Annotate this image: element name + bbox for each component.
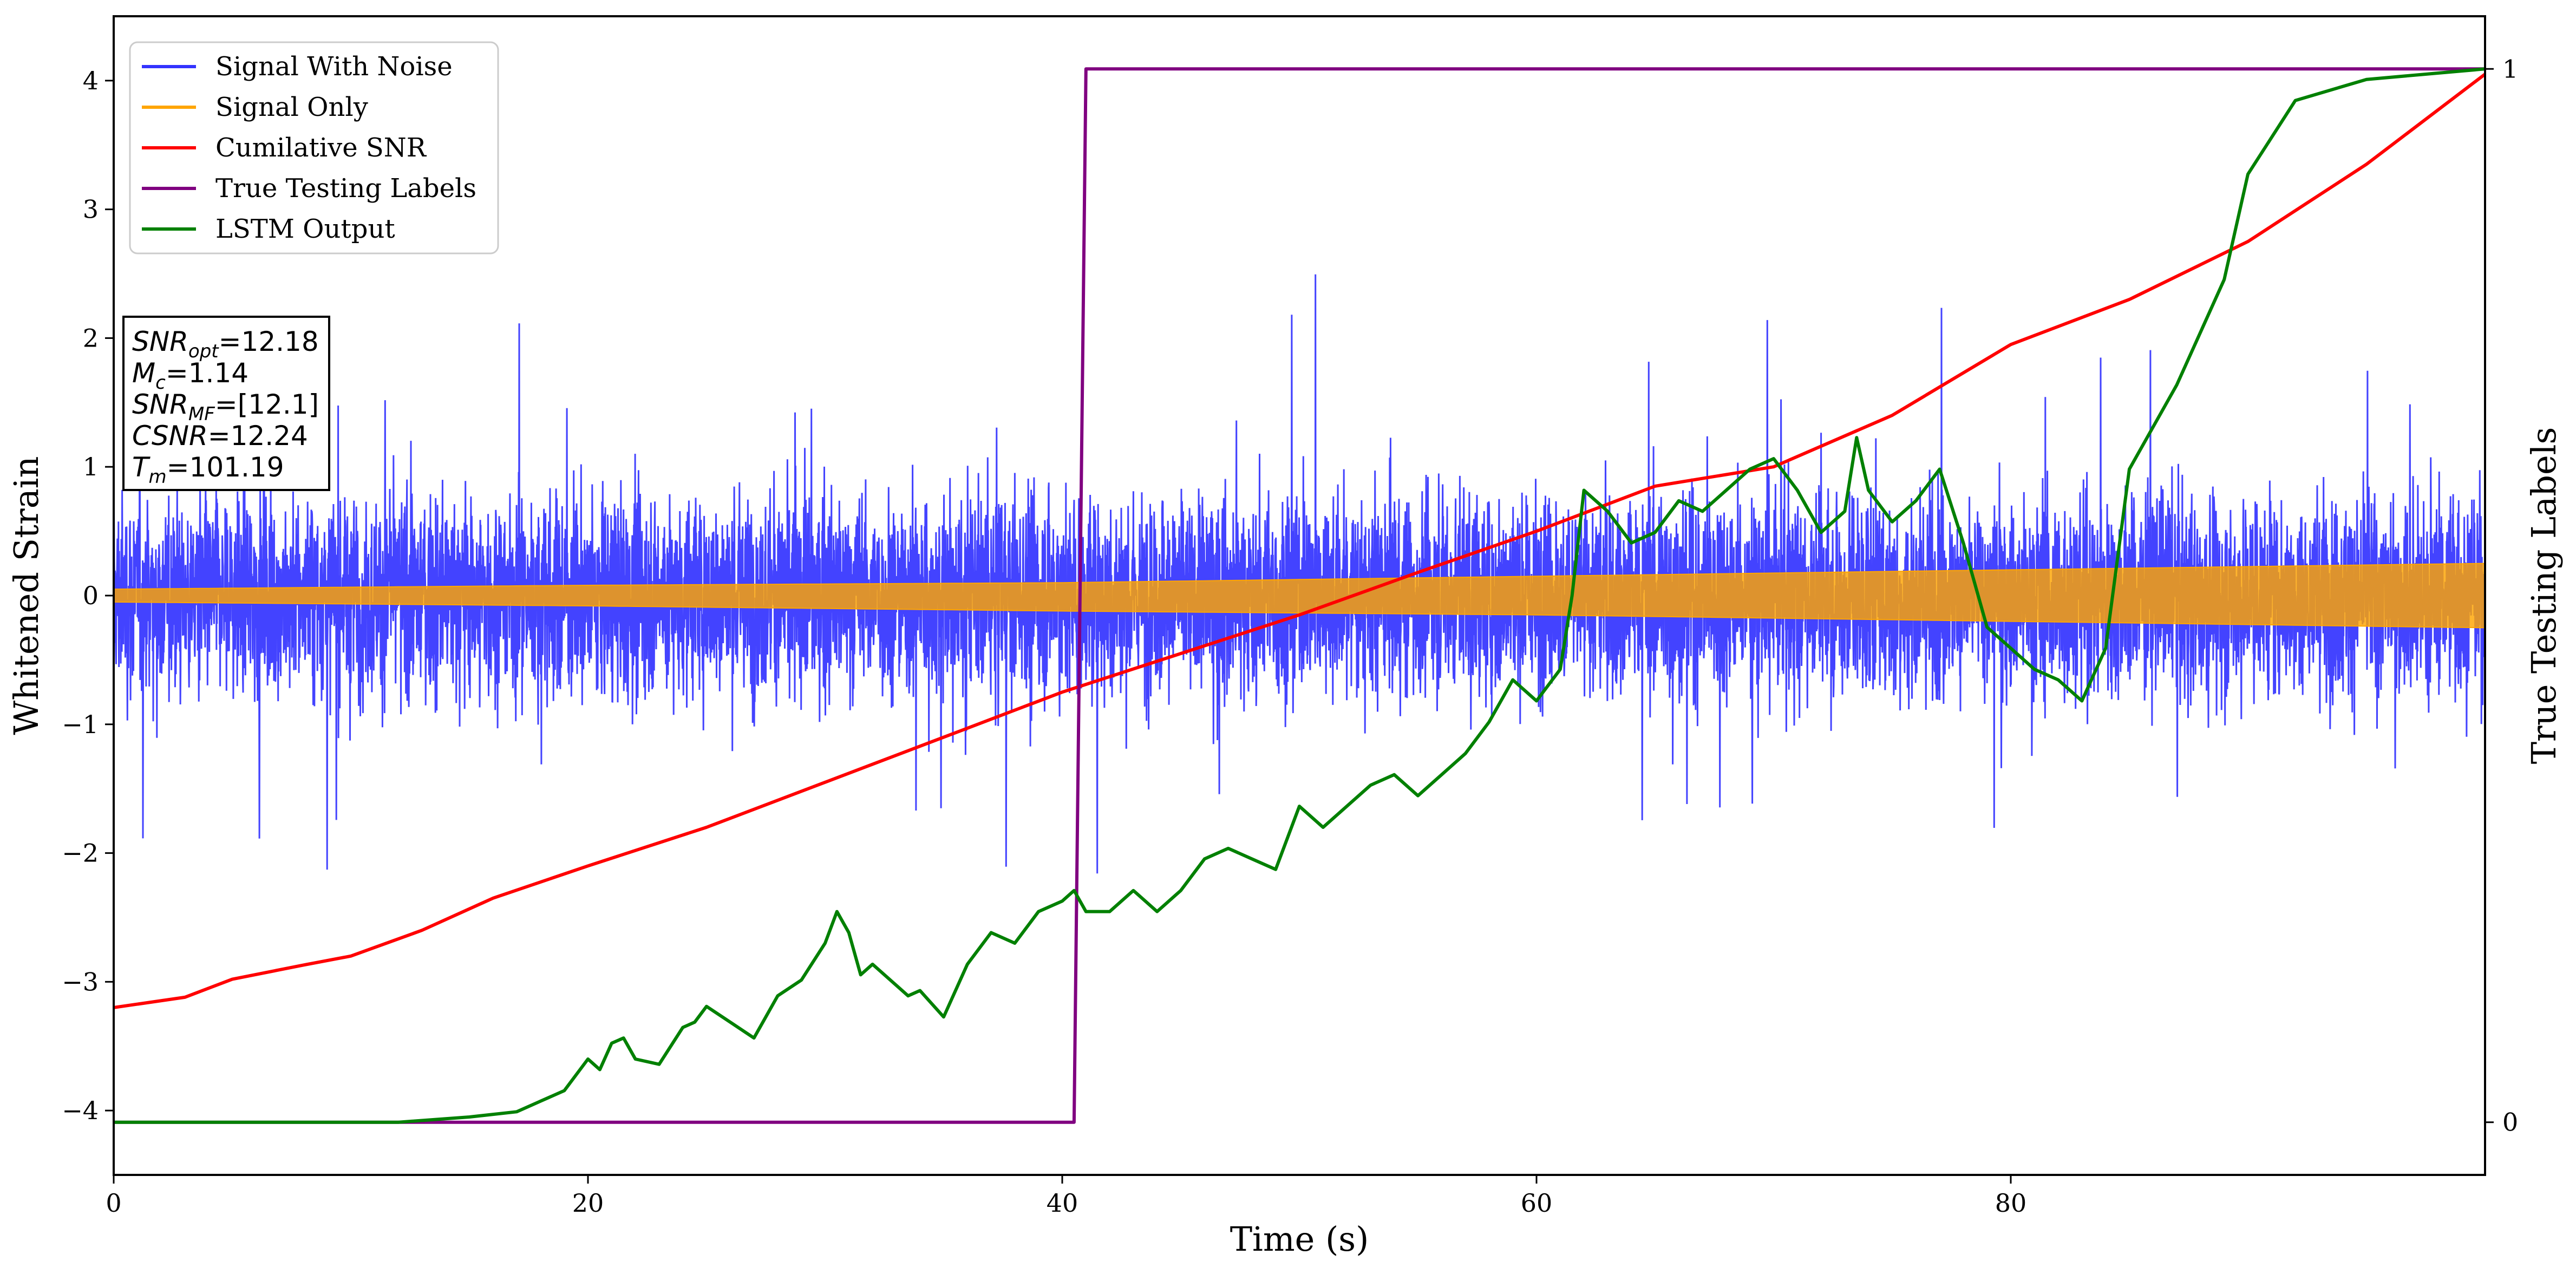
y-tick-label: −1 <box>62 710 99 739</box>
y-axis-ticks: −4 −3 −2 −1 0 1 2 3 4 <box>62 66 114 1125</box>
info-box-line: Mc=1.14 <box>132 357 249 394</box>
x-tick-label: 80 <box>1995 1188 2027 1218</box>
plot-area <box>114 67 2485 1124</box>
signal-with-noise-line <box>114 274 2485 874</box>
x-tick-label: 60 <box>1521 1188 1553 1218</box>
legend-label: LSTM Output <box>215 214 395 244</box>
legend-label: Signal Only <box>215 92 368 122</box>
info-box: SNRopt=12.18Mc=1.14SNRMF=[12.1]CSNR=12.2… <box>122 316 330 491</box>
series-signal-with-noise <box>114 274 2485 874</box>
info-box-line: Tm=101.19 <box>132 452 284 488</box>
info-box-frame <box>122 316 330 491</box>
info-box-line: CSNR=12.24 <box>132 420 308 452</box>
series-lstm-output <box>114 67 2485 1124</box>
info-box-line: SNRMF=[12.1] <box>132 389 319 425</box>
series-cumulative-snr <box>114 73 2485 1009</box>
x-axis-label: Time (s) <box>1230 1219 1369 1259</box>
true-testing-labels-line <box>114 67 2485 1124</box>
series-true-testing-labels <box>114 67 2485 1124</box>
cumulative-snr-line <box>114 73 2485 1009</box>
y-right-tick-label: 0 <box>2502 1108 2518 1137</box>
legend-box <box>129 41 499 254</box>
x-axis-ticks: 0 20 40 60 80 <box>106 1175 2026 1218</box>
legend-label: Cumilative SNR <box>215 133 427 163</box>
signal-only-band <box>114 563 2485 629</box>
y-tick-label: 0 <box>83 581 99 610</box>
y-tick-label: −4 <box>62 1096 99 1125</box>
y-axis-label: Whitened Strain <box>6 456 46 735</box>
y-tick-label: −3 <box>62 967 99 996</box>
y-tick-label: −2 <box>62 839 99 868</box>
y-right-axis-ticks: 01 <box>2485 54 2518 1137</box>
lstm-output-line <box>114 67 2485 1124</box>
x-tick-label: 20 <box>572 1188 604 1218</box>
legend-label: Signal With Noise <box>215 51 453 82</box>
y-tick-label: 3 <box>83 195 99 224</box>
x-tick-label: 0 <box>106 1188 121 1218</box>
info-box-line: SNRopt=12.18 <box>132 326 319 362</box>
y-right-tick-label: 1 <box>2502 54 2518 83</box>
y-tick-label: 2 <box>83 323 99 352</box>
y-tick-label: 1 <box>83 452 99 481</box>
y-right-axis-label: True Testing Labels <box>2524 427 2564 765</box>
legend-label: True Testing Labels <box>215 173 476 204</box>
legend: Signal With Noise Signal Only Cumilative S… <box>129 41 499 254</box>
series-signal-only <box>114 563 2485 629</box>
x-tick-label: 40 <box>1047 1188 1078 1218</box>
y-tick-label: 4 <box>83 66 99 95</box>
